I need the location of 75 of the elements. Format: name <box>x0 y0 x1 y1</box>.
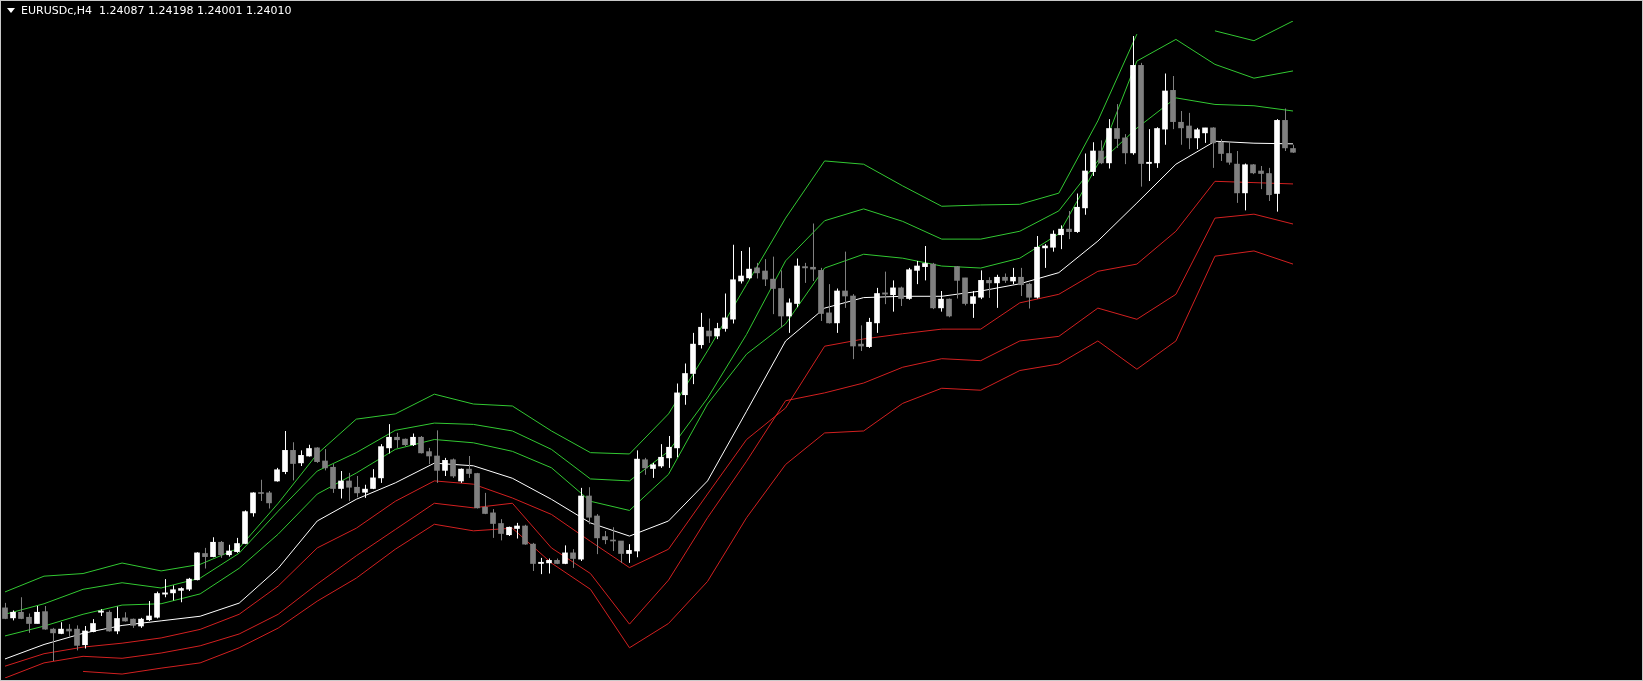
candlestick <box>250 491 256 518</box>
candlestick <box>434 429 440 484</box>
candlestick <box>1194 127 1200 150</box>
candlestick <box>762 258 768 287</box>
candlestick <box>386 423 392 454</box>
candlestick <box>530 542 536 572</box>
candlestick <box>74 624 80 651</box>
candlestick <box>1186 112 1192 150</box>
candlestick <box>770 256 776 315</box>
candlestick <box>706 318 712 344</box>
candlestick <box>322 448 328 471</box>
candlestick <box>658 443 664 469</box>
candlestick <box>970 290 976 319</box>
candlestick <box>570 548 576 569</box>
candlestick <box>106 609 112 633</box>
candlestick <box>1066 210 1072 240</box>
candlestick <box>1090 141 1096 177</box>
candlestick <box>786 298 792 334</box>
candlestick <box>914 260 920 285</box>
candlestick <box>1114 103 1120 149</box>
candlestick <box>1058 224 1064 250</box>
candlestick <box>1210 126 1216 169</box>
candlestick <box>1218 138 1224 162</box>
candlestick <box>258 479 264 502</box>
candlestick <box>1050 229 1056 253</box>
candlestick <box>1258 165 1264 190</box>
candlestick <box>842 251 848 309</box>
candlestick <box>746 246 752 280</box>
candlestick <box>922 245 928 281</box>
candlestick <box>666 435 672 469</box>
candlestick <box>330 463 336 494</box>
candlestick <box>986 276 992 299</box>
candlestick <box>490 508 496 539</box>
candlestick <box>354 475 360 498</box>
candlestick <box>202 547 208 569</box>
candlestick <box>954 265 960 299</box>
candlestick <box>1146 128 1152 182</box>
candlestick <box>466 455 472 479</box>
candlestick <box>1226 140 1232 166</box>
candlestick <box>586 486 592 525</box>
candlestick <box>346 472 352 502</box>
candlestick <box>682 363 688 406</box>
candlestick <box>738 250 744 284</box>
candlestick <box>442 457 448 477</box>
candlestick <box>938 290 944 313</box>
candlestick <box>618 540 624 564</box>
candlestick <box>994 274 1000 309</box>
candlestick <box>890 279 896 313</box>
candlestick <box>290 441 296 481</box>
candlestick <box>82 625 88 649</box>
candlestick <box>50 627 56 662</box>
candlestick <box>626 543 632 564</box>
candlestick <box>282 430 288 475</box>
candlestick <box>1266 167 1272 202</box>
candlestick <box>1178 110 1184 146</box>
candlestick <box>722 293 728 333</box>
candlestick <box>802 262 808 284</box>
candlestick <box>1026 282 1032 309</box>
candlestick <box>42 605 48 631</box>
candlestick <box>1018 267 1024 297</box>
chart-title: EURUSDc,H4 1.24087 1.24198 1.24001 1.24010 <box>21 4 292 17</box>
candlestick <box>1122 133 1128 165</box>
candlestick <box>114 606 120 635</box>
candlestick <box>338 470 344 499</box>
candlestick <box>698 312 704 349</box>
candlestick <box>978 269 984 300</box>
candlestick <box>26 613 32 634</box>
candlestick <box>370 468 376 490</box>
candlestick <box>826 283 832 324</box>
candlestick <box>522 524 528 546</box>
candlestick <box>498 518 504 541</box>
candlestick <box>1098 139 1104 165</box>
candlestick <box>898 286 904 307</box>
candlestick <box>146 600 152 622</box>
candlestick <box>594 513 600 555</box>
